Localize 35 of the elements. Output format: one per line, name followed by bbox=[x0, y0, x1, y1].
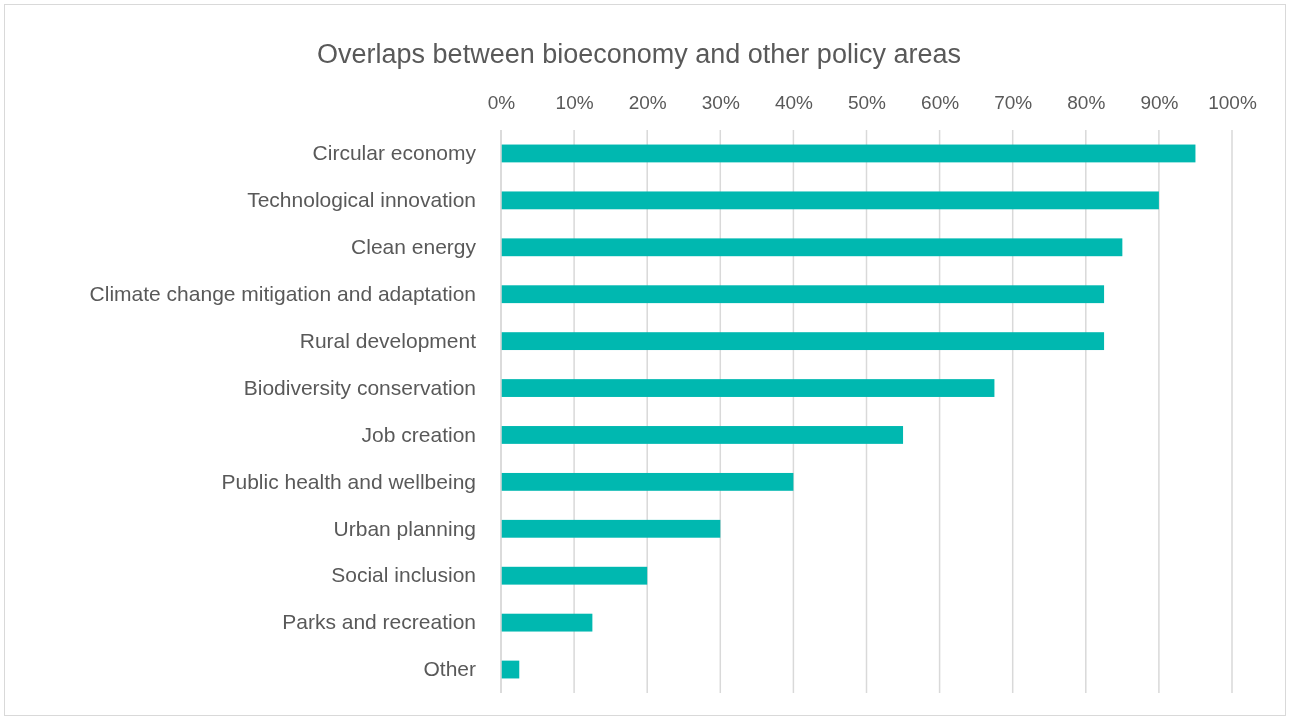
y-tick-label: Urban planning bbox=[333, 516, 476, 540]
x-tick-label: 30% bbox=[701, 92, 740, 113]
bar bbox=[501, 332, 1105, 351]
x-tick-label: 70% bbox=[994, 92, 1033, 113]
x-tick-label: 50% bbox=[847, 92, 887, 113]
y-tick-label: Social inclusion bbox=[331, 563, 476, 587]
bar bbox=[501, 379, 995, 397]
y-tick-label: Other bbox=[423, 657, 476, 681]
bar bbox=[501, 426, 904, 444]
bar bbox=[501, 144, 1196, 163]
x-tick-label: 90% bbox=[1140, 92, 1179, 113]
bar bbox=[501, 191, 1159, 210]
x-tick-label: 20% bbox=[628, 92, 667, 113]
bar bbox=[501, 238, 1123, 257]
y-tick-label: Public health and wellbeing bbox=[221, 469, 476, 493]
bar bbox=[501, 519, 721, 538]
y-tick-label: Rural development bbox=[299, 328, 477, 352]
x-tick-label: 60% bbox=[921, 92, 960, 113]
chart-title: Overlaps between bioeconomy and other policy areas bbox=[317, 39, 961, 69]
x-tick-label: 80% bbox=[1067, 92, 1106, 113]
y-tick-label: Circular economy bbox=[312, 141, 477, 165]
bar bbox=[501, 566, 648, 585]
y-tick-label: Parks and recreation bbox=[282, 610, 476, 634]
x-tick-label: 40% bbox=[774, 92, 814, 113]
y-tick-label: Technological innovation bbox=[247, 188, 476, 212]
bar bbox=[501, 613, 593, 632]
bar bbox=[501, 472, 794, 491]
y-tick-label: Climate change mitigation and adaptation bbox=[89, 281, 476, 305]
x-tick-label: 100% bbox=[1208, 92, 1257, 113]
x-tick-label: 0% bbox=[487, 92, 516, 113]
x-tick-label: 10% bbox=[555, 92, 594, 113]
y-tick-label: Biodiversity conservation bbox=[243, 375, 476, 399]
y-tick-label: Job creation bbox=[361, 422, 476, 446]
y-tick-label: Clean energy bbox=[351, 235, 477, 259]
bar bbox=[501, 285, 1105, 304]
